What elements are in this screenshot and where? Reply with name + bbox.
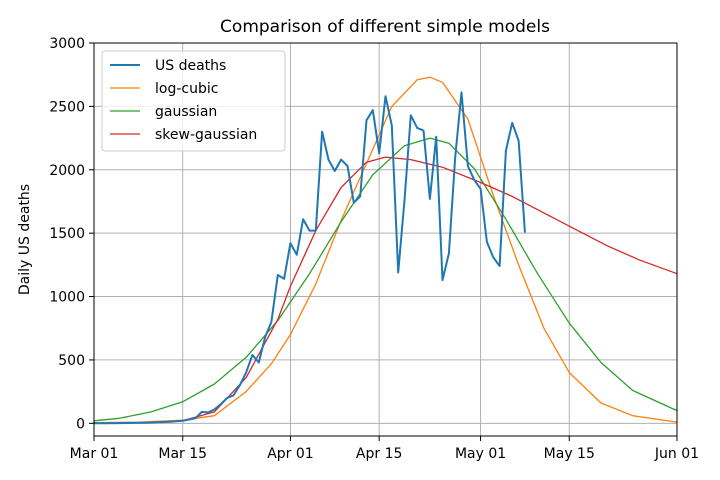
legend: US deaths log-cubic gaussian skew-gaussian: [101, 50, 286, 152]
series-line-log-cubic: [93, 76, 678, 424]
legend-label: gaussian: [155, 104, 217, 120]
y-tick-label: 1500: [49, 226, 85, 242]
legend-label: log-cubic: [155, 81, 218, 97]
y-tick-label: 2500: [49, 99, 85, 115]
x-tick-label: May 15: [544, 446, 595, 462]
x-tick-label: Mar 01: [70, 446, 119, 462]
plot-area-frame: [93, 42, 678, 437]
y-axis-ticks: 0 500 1000 1500 2000 2500 3000: [49, 36, 94, 432]
legend-label: US deaths: [155, 58, 226, 74]
x-tick-label: Mar 15: [158, 446, 207, 462]
x-tick-label: Apr 15: [356, 446, 402, 462]
y-tick-label: 500: [58, 353, 85, 369]
series-line-us-deaths: [93, 91, 526, 425]
x-tick-label: Apr 01: [267, 446, 313, 462]
x-tick-label: May 01: [455, 446, 506, 462]
y-axis-label: Daily US deaths: [17, 184, 33, 295]
series-lines: [93, 76, 678, 425]
y-tick-label: 2000: [49, 163, 85, 179]
legend-box: [101, 50, 286, 152]
x-axis-ticks: Mar 01 Mar 15 Apr 01 Apr 15 May 01 May 15 Jun …: [70, 436, 699, 462]
chart-title: Comparison of different simple models: [220, 17, 550, 37]
y-tick-label: 3000: [49, 36, 85, 52]
series-line-gaussian: [93, 137, 678, 422]
y-tick-label: 1000: [49, 290, 85, 306]
x-tick-label: Jun 01: [654, 446, 699, 462]
y-tick-label: 0: [76, 416, 85, 432]
legend-label: skew-gaussian: [155, 127, 257, 143]
